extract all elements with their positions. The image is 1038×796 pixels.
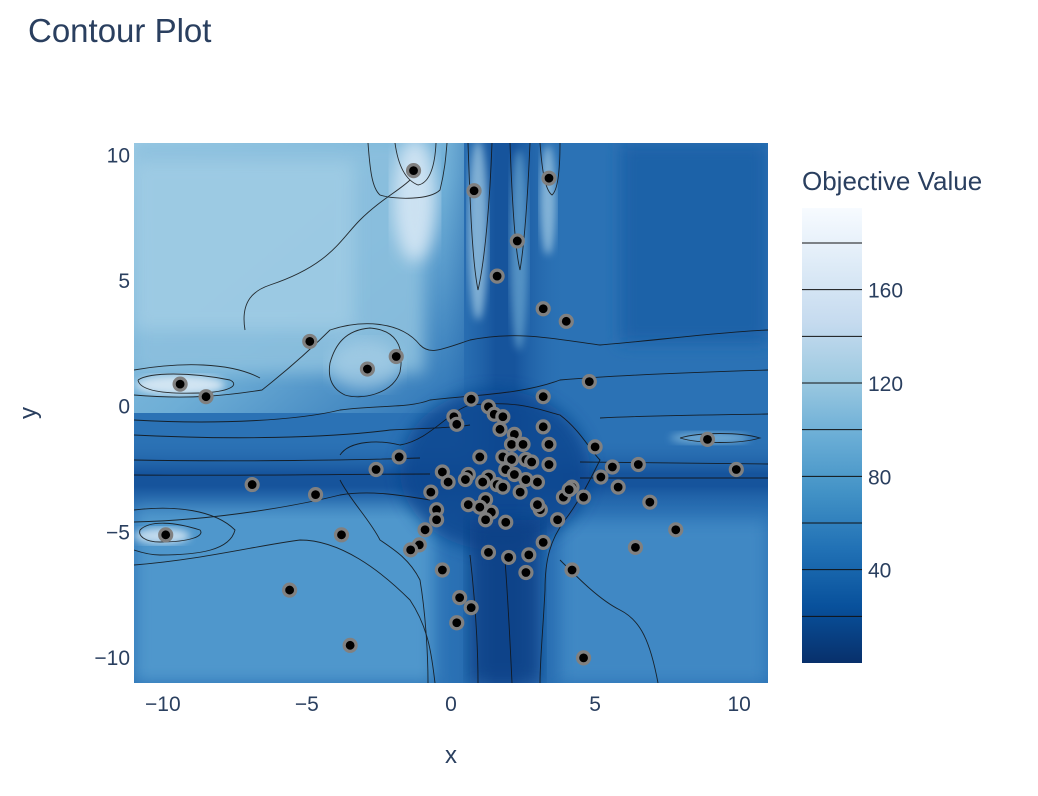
trial-point — [307, 487, 324, 503]
trial-point — [728, 461, 744, 478]
trial-point — [604, 459, 620, 475]
colorbar-tick-label: 120 — [868, 373, 903, 396]
colorbar: 40 80 120 160 Objective Value — [802, 166, 982, 663]
trial-point — [282, 582, 298, 598]
trial-point — [391, 449, 407, 465]
y-tick-label: −10 — [94, 647, 130, 670]
y-tick-label: 0 — [118, 396, 130, 419]
chart-title: Contour Plot — [28, 12, 212, 49]
trial-point — [524, 454, 540, 470]
trial-point — [449, 416, 465, 432]
axes: −10 −5 0 5 10 −10 −5 0 5 10 — [94, 145, 750, 716]
trial-point — [489, 268, 505, 284]
trial-point — [475, 474, 491, 490]
trial-point — [423, 484, 439, 500]
trial-point — [342, 637, 358, 653]
trial-point — [405, 163, 422, 179]
trial-point — [501, 549, 517, 566]
colorbar-title: Objective Value — [802, 166, 982, 196]
x-tick-label: −10 — [145, 693, 181, 716]
y-tick-label: 10 — [107, 145, 130, 168]
trial-point — [630, 456, 646, 473]
trial-point — [610, 479, 626, 495]
trial-point — [368, 461, 384, 478]
trial-point — [452, 590, 468, 606]
trial-point — [515, 436, 531, 452]
trial-point — [417, 522, 433, 538]
trial-point — [466, 183, 482, 199]
trial-point — [388, 348, 404, 365]
trial-point — [333, 527, 350, 543]
trial-point — [541, 170, 557, 186]
trial-point — [564, 562, 580, 578]
trial-point — [472, 449, 488, 465]
trial-point — [440, 474, 456, 490]
trial-point — [529, 497, 546, 513]
trial-point — [172, 376, 188, 392]
trial-point — [492, 421, 508, 437]
x-tick-label: 10 — [728, 693, 751, 716]
x-tick-label: 5 — [589, 693, 601, 716]
trial-point — [480, 544, 497, 560]
trial-point — [699, 431, 716, 447]
trial-point — [535, 419, 551, 435]
trial-point — [498, 514, 514, 530]
trial-point — [198, 389, 214, 405]
trial-point — [535, 389, 551, 405]
trial-point — [529, 474, 546, 490]
trial-point — [302, 333, 318, 350]
trial-point — [550, 512, 566, 528]
trial-point — [359, 361, 376, 377]
trial-point — [428, 512, 445, 528]
colorbar-tick-label: 80 — [868, 466, 891, 489]
x-tick-label: −5 — [295, 693, 319, 716]
trial-point — [495, 409, 511, 425]
trial-point — [457, 471, 474, 488]
colorbar-gradient — [802, 208, 862, 663]
trial-point — [463, 391, 479, 407]
trial-point — [403, 542, 419, 558]
trial-point — [627, 539, 644, 555]
trial-point — [535, 301, 551, 317]
trial-point — [521, 547, 537, 563]
trial-point — [509, 233, 525, 249]
trial-point — [449, 615, 465, 631]
trial-point — [587, 439, 603, 455]
x-tick-label: 0 — [445, 693, 457, 716]
trial-point — [463, 600, 479, 616]
trial-point — [575, 489, 592, 505]
trial-point — [535, 534, 551, 550]
trial-point — [642, 494, 658, 510]
trial-point — [581, 374, 597, 390]
scatter-points — [158, 163, 744, 666]
trial-point — [244, 476, 260, 493]
trial-point — [434, 562, 450, 578]
trial-point — [477, 512, 494, 528]
trial-point — [541, 456, 557, 473]
colorbar-tick-label: 40 — [868, 560, 891, 583]
trial-point — [158, 527, 174, 543]
trial-point — [575, 650, 592, 666]
trial-point — [512, 484, 528, 500]
trial-point — [541, 436, 557, 452]
trial-point — [495, 479, 511, 495]
y-tick-label: 5 — [118, 270, 130, 293]
colorbar-tick-label: 160 — [868, 280, 903, 303]
trial-point — [593, 469, 609, 485]
y-axis-label: y — [15, 407, 42, 419]
x-axis-label: x — [445, 742, 457, 769]
trial-point — [558, 313, 574, 329]
trial-point — [561, 482, 577, 498]
trial-point — [668, 522, 684, 538]
y-tick-label: −5 — [106, 521, 130, 544]
trial-point — [518, 564, 534, 581]
